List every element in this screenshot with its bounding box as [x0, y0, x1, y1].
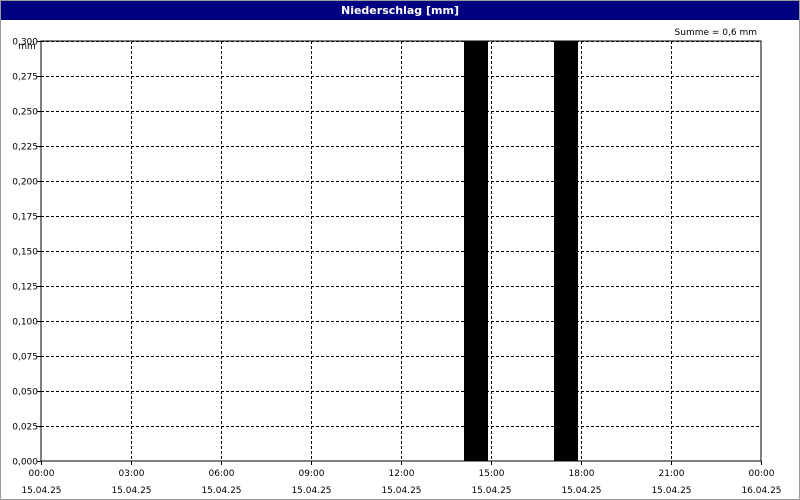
x-tick-time-label: 15:00 [479, 469, 505, 479]
x-tick-time-label: 09:00 [299, 469, 325, 479]
y-tick-label: 0,200 [12, 178, 38, 188]
x-tick-date-label: 15.04.25 [21, 486, 61, 496]
y-tick-label: 0,050 [12, 388, 38, 398]
x-tick-date-label: 15.04.25 [651, 486, 691, 496]
x-tick-time-label: 12:00 [389, 469, 415, 479]
y-tick-label: 0,250 [12, 108, 38, 118]
x-tick-date-label: 15.04.25 [111, 486, 151, 496]
precipitation-bar [464, 41, 488, 461]
x-tick-time-label: 00:00 [749, 469, 775, 479]
x-tick-time-label: 06:00 [209, 469, 235, 479]
bar-series [464, 41, 578, 461]
x-tick-date-label: 16.04.25 [741, 486, 781, 496]
x-tick-date-label: 15.04.25 [201, 486, 241, 496]
x-tick-date-label: 15.04.25 [561, 486, 601, 496]
x-tick-date-label: 15.04.25 [381, 486, 421, 496]
precipitation-chart: 0,000 0,025 0,050 0,075 0,100 0,125 0,150 0,175… [12, 28, 782, 496]
y-axis: 0,000 0,025 0,050 0,075 0,100 0,125 0,150 0,175… [12, 38, 41, 468]
y-tick-label: 0,025 [12, 423, 38, 433]
y-axis-unit-label: mm [18, 42, 36, 52]
y-tick-label: 0,000 [12, 458, 38, 468]
x-tick-time-label: 18:00 [569, 469, 595, 479]
y-tick-label: 0,150 [12, 248, 38, 258]
x-tick-time-label: 00:00 [29, 469, 55, 479]
precipitation-bar [554, 41, 578, 461]
x-tick-date-label: 15.04.25 [291, 486, 331, 496]
window-title: Niederschlag [mm] [1, 1, 799, 20]
x-tick-time-label: 21:00 [659, 469, 685, 479]
x-tick-date-label: 15.04.25 [471, 486, 511, 496]
sum-annotation: Summe = 0,6 mm [675, 28, 757, 38]
x-axis: 00:00 15.04.25 03:00 15.04.25 06:00 15.04.25 0… [21, 461, 782, 496]
y-tick-label: 0,125 [12, 283, 38, 293]
y-tick-label: 0,225 [12, 143, 38, 153]
y-tick-label: 0,100 [12, 318, 38, 328]
x-tick-time-label: 03:00 [119, 469, 145, 479]
y-tick-label: 0,300 [12, 38, 38, 48]
y-tick-label: 0,175 [12, 213, 38, 223]
y-tick-label: 0,075 [12, 353, 38, 363]
grid-lines [41, 41, 761, 461]
y-tick-label: 0,275 [12, 73, 38, 83]
